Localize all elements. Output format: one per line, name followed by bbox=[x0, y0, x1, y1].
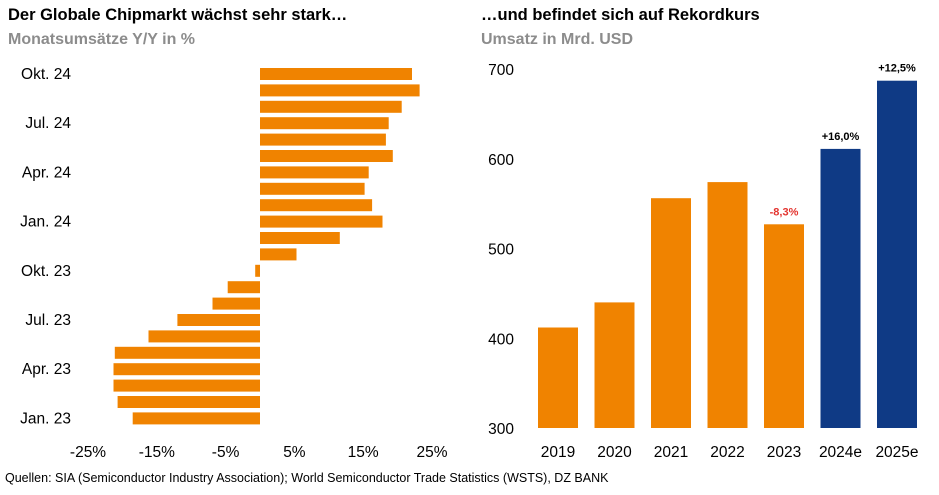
growth-bar bbox=[260, 117, 389, 130]
y-tick-label: Jan. 24 bbox=[20, 214, 71, 231]
revenue-bar bbox=[594, 302, 635, 428]
growth-bar bbox=[255, 264, 260, 277]
x-tick-label: -15% bbox=[139, 444, 175, 461]
growth-bar bbox=[260, 199, 373, 212]
left-chart-title: Der Globale Chipmarkt wächst sehr stark… bbox=[8, 6, 348, 24]
growth-bar bbox=[114, 346, 260, 359]
growth-bar bbox=[260, 68, 412, 80]
y-tick-label: 500 bbox=[488, 242, 514, 259]
growth-bar bbox=[260, 133, 386, 146]
growth-bar bbox=[260, 166, 369, 179]
growth-bar bbox=[227, 281, 260, 294]
growth-bar bbox=[132, 412, 260, 425]
monthly-growth-bar-chart: Okt. 24 Jul. 24 Apr. 24 Jan. 24 Okt. 23 Jul. … bbox=[20, 66, 448, 461]
growth-bar bbox=[260, 182, 365, 195]
revenue-bar bbox=[764, 224, 804, 428]
y-tick-label: 700 bbox=[488, 62, 514, 79]
x-tick-label: 5% bbox=[283, 444, 306, 461]
growth-bar bbox=[260, 215, 383, 228]
growth-annotation: -8,3% bbox=[770, 206, 799, 218]
y-tick-label: 400 bbox=[488, 331, 514, 348]
growth-bar bbox=[260, 150, 393, 162]
y-tick-label: Apr. 23 bbox=[22, 361, 71, 378]
y-tick-label: Jan. 23 bbox=[20, 410, 71, 427]
growth-bar bbox=[260, 232, 340, 244]
growth-bar bbox=[113, 363, 260, 376]
x-tick-label: 2021 bbox=[654, 444, 688, 461]
revenue-bar bbox=[538, 327, 578, 428]
growth-annotation: +12,5% bbox=[878, 63, 916, 75]
x-tick-label: 2020 bbox=[597, 444, 632, 461]
x-tick-label: 2024e bbox=[819, 444, 862, 461]
right-chart-subtitle: Umsatz in Mrd. USD bbox=[481, 31, 634, 48]
growth-bar bbox=[260, 100, 402, 113]
y-tick-label: 300 bbox=[488, 421, 514, 438]
growth-bar bbox=[148, 330, 260, 343]
source-note: Quellen: SIA (Semiconductor Industry Ass… bbox=[5, 471, 609, 485]
growth-bar bbox=[117, 396, 260, 408]
growth-bar bbox=[177, 314, 260, 326]
x-tick-label: 2022 bbox=[710, 444, 744, 461]
growth-bar bbox=[212, 297, 260, 310]
revenue-bar bbox=[877, 80, 917, 428]
revenue-bar bbox=[820, 148, 861, 428]
annual-revenue-bar-chart: 2019 2020 2021 2022 -8,3% 2023 +16,0% 2024e +12,… bbox=[488, 62, 918, 461]
growth-bar bbox=[260, 84, 420, 97]
revenue-bar bbox=[651, 198, 691, 428]
growth-annotation: +16,0% bbox=[822, 131, 860, 143]
y-tick-label: 600 bbox=[488, 152, 514, 169]
revenue-bar bbox=[707, 182, 748, 428]
y-tick-label: Jul. 24 bbox=[25, 115, 71, 132]
x-tick-label: 2023 bbox=[767, 444, 801, 461]
y-tick-label: Okt. 23 bbox=[21, 263, 71, 280]
y-tick-label: Apr. 24 bbox=[22, 164, 71, 181]
x-tick-label: 15% bbox=[348, 444, 379, 461]
x-tick-label: 2019 bbox=[541, 444, 575, 461]
x-tick-label: -5% bbox=[212, 444, 240, 461]
growth-bar bbox=[260, 248, 297, 261]
left-chart-subtitle: Monatsumsätze Y/Y in % bbox=[8, 31, 196, 48]
right-chart-title: …und befindet sich auf Rekordkurs bbox=[481, 6, 760, 24]
y-tick-label: Jul. 23 bbox=[25, 312, 71, 329]
y-tick-label: Okt. 24 bbox=[21, 66, 71, 83]
x-tick-label: 25% bbox=[416, 444, 447, 461]
x-tick-label: -25% bbox=[70, 444, 106, 461]
x-tick-label: 2025e bbox=[875, 444, 918, 461]
growth-bar bbox=[113, 379, 260, 392]
